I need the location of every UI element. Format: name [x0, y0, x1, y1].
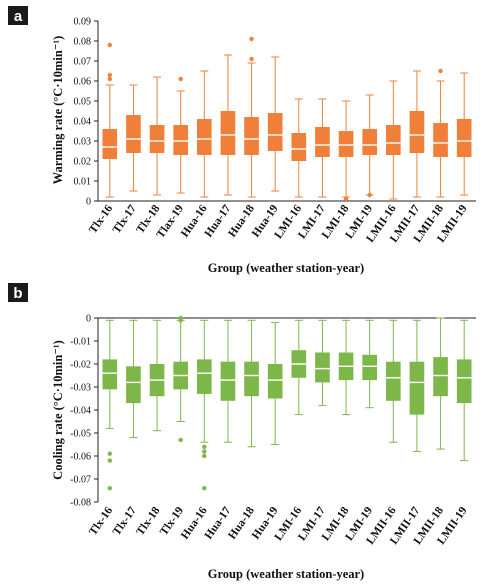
outlier-point: [249, 56, 254, 62]
box-body: [102, 129, 118, 159]
box-body: [126, 115, 141, 153]
y-tick-label: -0.03: [70, 383, 91, 394]
box-body: [338, 131, 354, 157]
box-body: [315, 352, 330, 383]
box-body: [220, 111, 236, 155]
outlier-point: [249, 36, 254, 42]
outlier-point: [107, 451, 113, 456]
outlier-point: [202, 486, 207, 491]
box-body: [362, 129, 378, 155]
box-body: [456, 359, 472, 404]
y-tick-label: -0.05: [70, 429, 91, 440]
box-body: [456, 119, 472, 157]
y-tick-label: -0.02: [70, 360, 91, 371]
panel-b-y-axis-label: Cooling rate (°C·10min⁻¹): [51, 340, 65, 480]
y-tick-label: 0.02: [74, 157, 92, 168]
outlier-point: [107, 72, 113, 78]
box-body: [409, 361, 425, 415]
outlier-point: [202, 449, 207, 454]
box-body: [196, 359, 212, 394]
category-label: Tlx-16: [87, 505, 115, 538]
panel-b-letter: b: [13, 285, 22, 302]
box-body: [315, 127, 330, 157]
outlier-point: [107, 486, 113, 491]
y-tick-label: 0.03: [74, 137, 92, 148]
y-tick-label: 0.06: [74, 77, 92, 88]
y-tick-label: -0.01: [70, 337, 91, 348]
outlier-point: [202, 453, 207, 459]
box-body: [385, 361, 401, 401]
y-tick-label: 0.08: [74, 37, 92, 48]
panel-a-x-axis-label: Group (weather station-year): [208, 261, 364, 275]
y-tick-label: 0.01: [74, 177, 92, 188]
y-tick-label: 0: [86, 314, 91, 325]
box-body: [244, 361, 259, 397]
box-body: [291, 133, 307, 161]
y-tick-label: -0.04: [70, 406, 91, 417]
y-tick-label: -0.08: [70, 498, 91, 509]
outlier-point: [178, 318, 183, 323]
outlier-point: [367, 192, 372, 198]
box-body: [385, 125, 401, 155]
box-body: [362, 354, 378, 381]
category-label: Tlx-17: [111, 505, 139, 538]
box-body: [102, 359, 118, 390]
outlier-point: [107, 458, 113, 463]
outlier-point: [202, 444, 207, 449]
outlier-point: [438, 68, 443, 74]
y-tick-label: 0.05: [74, 97, 92, 108]
y-tick-label: -0.06: [70, 452, 91, 463]
outlier-point: [178, 437, 183, 443]
box-body: [244, 117, 259, 155]
box-body: [196, 119, 212, 155]
plot-area-b: 0 -0.01 -0.02 -0.03 -0.04 -0.05 -0.06 -0.07 -0.0…: [70, 314, 476, 547]
panel-b-x-axis-label: Group (weather station-year): [208, 567, 364, 581]
y-tick-label: 0.07: [74, 57, 92, 68]
category-label: Tlx-16: [87, 203, 115, 236]
outlier-point: [107, 76, 113, 82]
box-body: [173, 125, 189, 155]
box-body: [433, 357, 448, 397]
box-body: [220, 361, 236, 401]
panel-a-letter: a: [14, 8, 23, 25]
box-body: [126, 366, 141, 404]
y-tick-label: -0.07: [70, 475, 91, 486]
panel-b-badge: [8, 283, 28, 302]
box-body: [149, 125, 165, 153]
category-label: Tlx-17: [111, 203, 139, 236]
outlier-point: [178, 76, 183, 82]
y-tick-label: 0: [86, 197, 91, 208]
box-body: [267, 364, 283, 399]
y-tick-label: 0.04: [74, 117, 92, 128]
outlier-point: [107, 42, 113, 48]
box-body: [267, 113, 283, 151]
panel-a: a 0 0.01 0.02 0.03 0.04 0.05 0.06 0.07 0.08 0.09 T…: [8, 6, 476, 275]
panel-a-badge: [8, 6, 28, 25]
box-body: [409, 111, 425, 153]
outlier-point: [343, 196, 349, 202]
y-tick-label: 0.09: [74, 17, 92, 28]
panel-a-y-axis-label: Warming rate (°C·10min⁻¹): [51, 36, 65, 185]
box-body: [433, 123, 448, 157]
plot-area-a: 0 0.01 0.02 0.03 0.04 0.05 0.06 0.07 0.08 0.09 Tlx…: [74, 17, 476, 245]
panel-b: b 0 -0.01 -0.02 -0.03 -0.04 -0.05 -0.06 -0.07 -0…: [8, 283, 476, 581]
category-label: Tlx-18: [134, 505, 162, 538]
